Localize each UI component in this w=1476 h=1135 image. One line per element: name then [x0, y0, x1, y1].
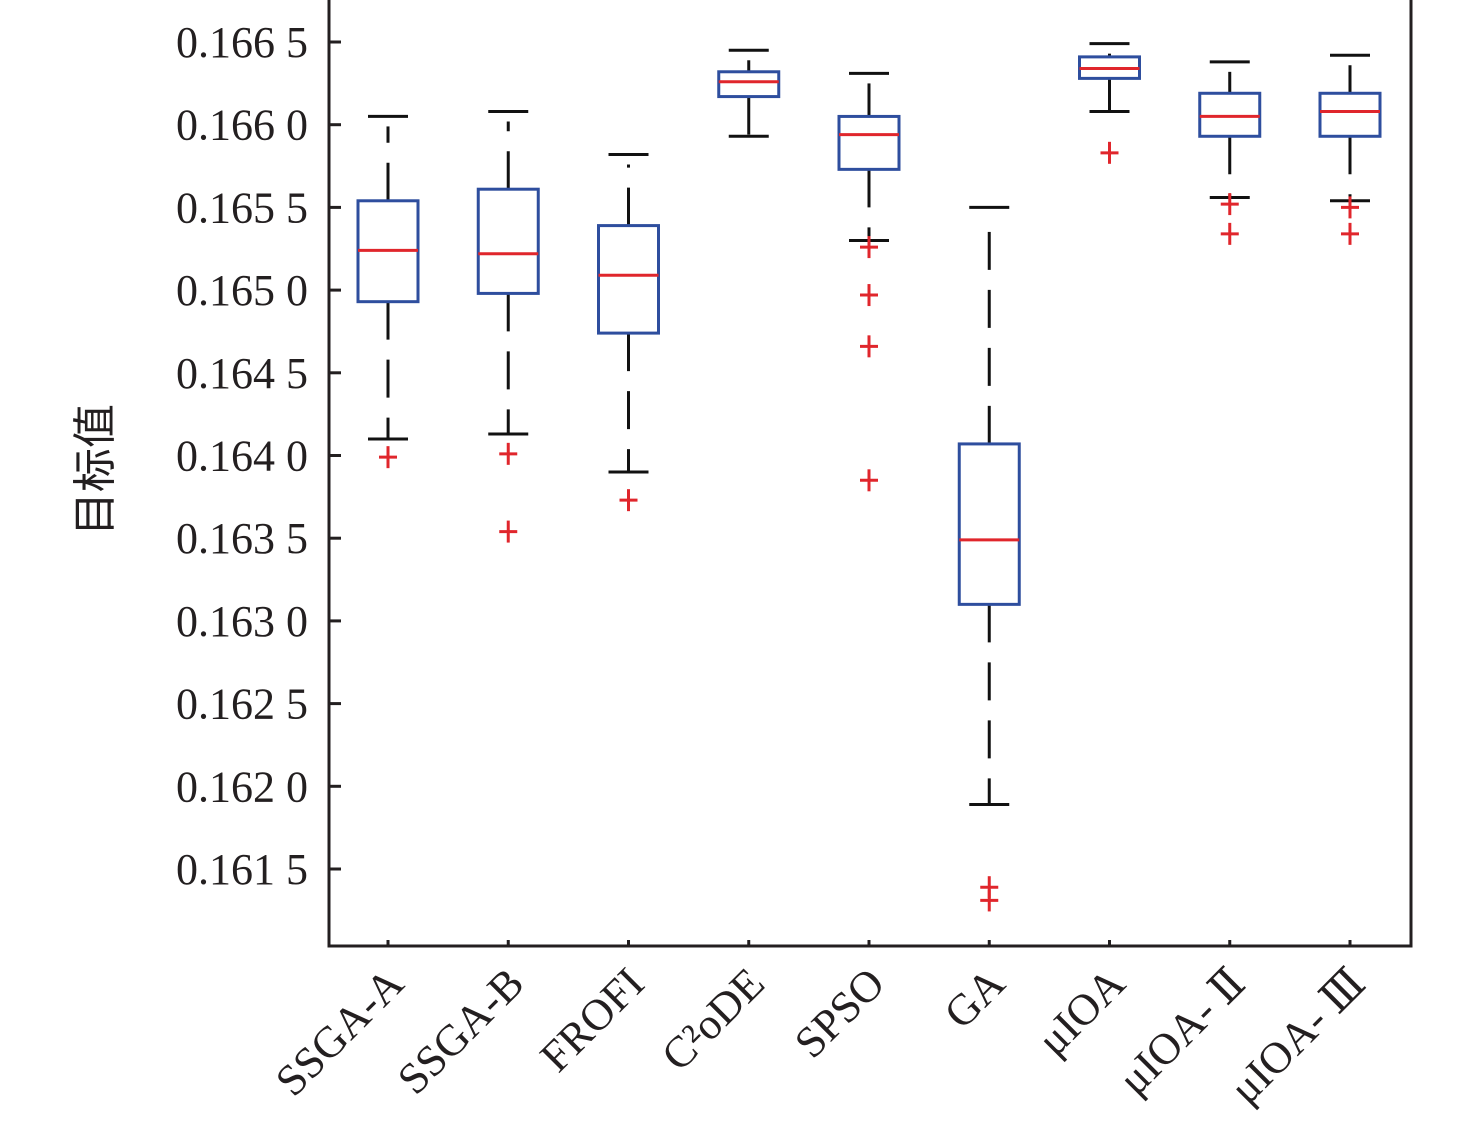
x-category-label: FROFI	[531, 958, 654, 1081]
box-iqr	[476, 187, 540, 295]
x-category-label: C²oDE	[652, 958, 774, 1080]
box-group-1	[476, 109, 540, 543]
x-category-label: SSGA-A	[266, 958, 413, 1105]
y-tick-label: 0.166 0	[176, 101, 308, 150]
outlier-marker	[1220, 222, 1239, 245]
y-tick-label: 0.165 5	[176, 183, 308, 232]
y-tick-label: 0.163 0	[176, 597, 308, 646]
box-iqr	[957, 442, 1021, 606]
plot-frame	[327, 0, 1413, 948]
outlier-marker	[1341, 222, 1359, 245]
outlier-marker	[499, 520, 518, 543]
y-axis-title: 目标值	[70, 404, 121, 536]
box-iqr	[1318, 91, 1382, 138]
box-iqr	[837, 114, 901, 171]
box-group-2	[597, 152, 660, 512]
y-tick-label: 0.164 0	[176, 432, 308, 481]
y-tick-label: 0.164 5	[176, 349, 308, 398]
y-tick-label: 0.165 0	[176, 266, 308, 315]
box-group-0	[356, 114, 420, 469]
box-iqr	[597, 224, 660, 335]
x-category-label: GA	[935, 958, 1015, 1038]
box-group-8	[1318, 53, 1382, 245]
box-group-6	[1078, 42, 1141, 164]
outlier-marker	[860, 284, 878, 307]
box-iqr	[1198, 91, 1262, 138]
outlier-marker	[379, 446, 397, 469]
outlier-marker	[980, 889, 999, 912]
x-category-label: SPSO	[785, 958, 894, 1067]
outlier-marker	[1100, 141, 1119, 164]
outlier-marker	[499, 442, 518, 465]
y-tick-label: 0.163 5	[176, 514, 308, 563]
y-tick-label: 0.162 5	[176, 680, 308, 729]
y-tick-label: 0.162 0	[176, 762, 308, 811]
x-category-label: μIOA	[1028, 958, 1135, 1065]
outlier-marker	[860, 335, 878, 358]
box-group-4	[837, 71, 901, 492]
x-category-label: μIOA- Ⅲ	[1220, 958, 1375, 1113]
outlier-marker	[1220, 193, 1239, 216]
box-group-3	[717, 48, 781, 138]
box-group-5	[957, 205, 1021, 912]
x-category-label: SSGA-B	[388, 958, 533, 1103]
outlier-marker	[860, 469, 878, 492]
y-tick-label: 0.161 5	[176, 845, 308, 894]
outlier-marker	[619, 489, 638, 512]
outlier-marker	[1341, 196, 1359, 219]
box-group-7	[1198, 60, 1262, 245]
boxes-layer	[356, 42, 1382, 912]
box-iqr	[717, 70, 781, 99]
y-axis: 0.161 5 0.162 0 0.162 5 0.163 0 0.163 5 0.164…	[176, 18, 341, 894]
y-axis-title-group: 目标值	[70, 404, 121, 536]
y-tick-label: 0.166 5	[176, 18, 308, 67]
outlier-marker	[860, 236, 878, 259]
